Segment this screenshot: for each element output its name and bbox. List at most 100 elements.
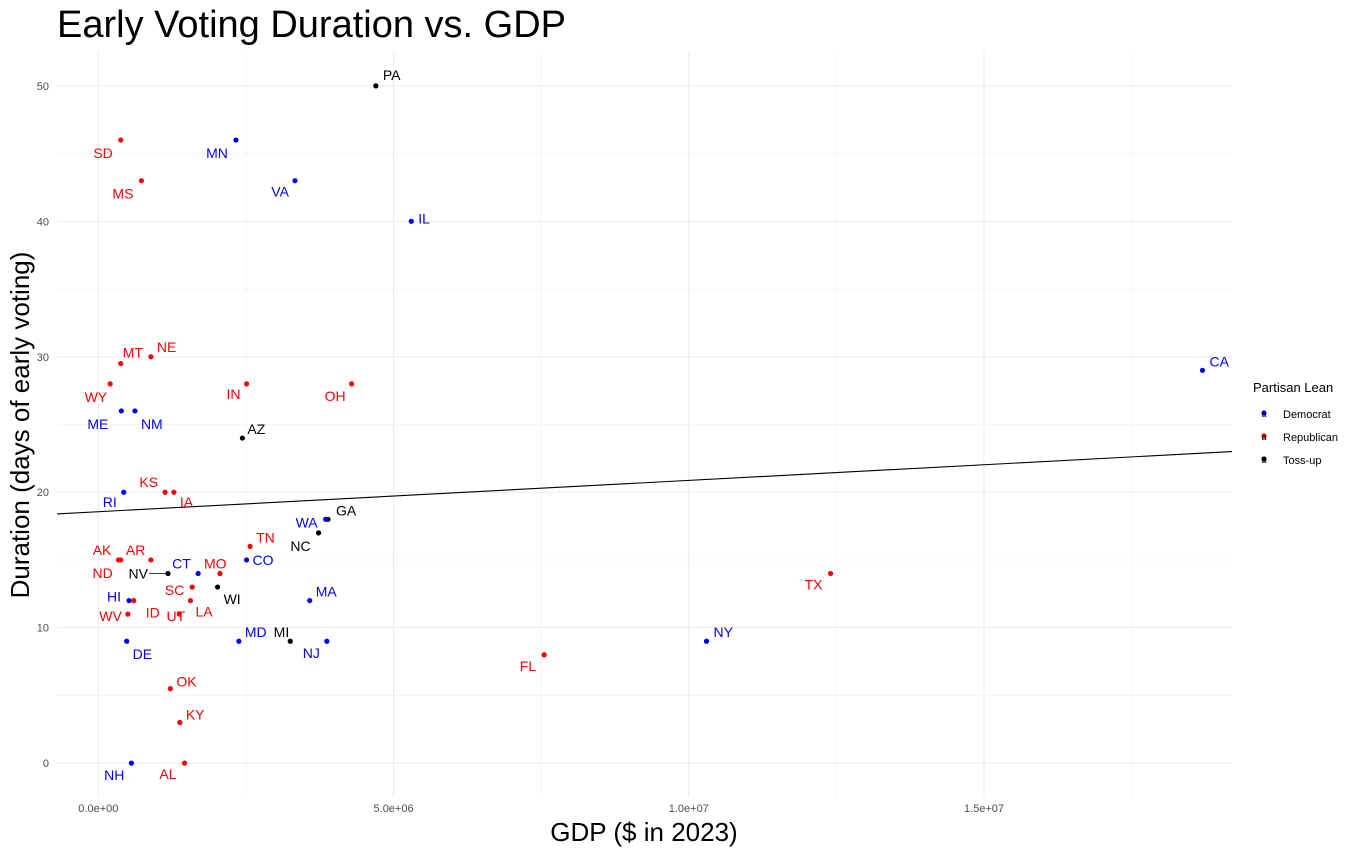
point-label-nc: NC (290, 538, 310, 554)
point-label-id: ID (146, 605, 160, 621)
point-mn (233, 137, 239, 143)
point-hi (126, 597, 132, 604)
point-mi (287, 638, 293, 644)
point-label-ri: RI (103, 494, 117, 510)
point-label-de: DE (133, 646, 152, 662)
point-label-al: AL (159, 766, 176, 782)
point-label-ak: AK (93, 542, 112, 558)
point-label-ga: GA (336, 502, 357, 518)
point-nj (324, 638, 330, 644)
y-tick-label: 10 (37, 623, 49, 635)
point-ma (307, 597, 313, 604)
x-tick-label: 5.0e+06 (374, 803, 414, 815)
point-id (131, 597, 137, 604)
legend-key-glyph: a (1261, 409, 1266, 419)
x-tick-label: 1.5e+07 (964, 803, 1004, 815)
point-label-fl: FL (520, 658, 537, 674)
point-ms (138, 178, 145, 184)
point-sd (118, 137, 124, 143)
point-label-az: AZ (247, 421, 265, 437)
point-al (181, 760, 188, 766)
point-oh (349, 381, 355, 387)
y-tick-label: 20 (37, 487, 49, 499)
point-label-oh: OH (325, 388, 346, 404)
point-il (408, 218, 414, 224)
point-label-nd: ND (93, 565, 113, 581)
point-fl (541, 652, 547, 658)
point-label-hi: HI (107, 589, 121, 605)
data-points (107, 83, 1206, 766)
point-label-ar: AR (126, 542, 145, 558)
point-ca (1199, 367, 1206, 373)
legend: Partisan Lean a Democrat a Republican a Toss-… (1253, 380, 1338, 467)
point-ne (148, 354, 154, 360)
point-pa (373, 83, 379, 89)
point-label-mt: MT (123, 345, 144, 361)
grid-lines (57, 52, 1232, 797)
point-labels: PA SD MN MS VA IL MT NE CA WY IN OH ME NM AZ KS IA RI GA WA… (85, 67, 1230, 783)
point-ri (121, 489, 127, 495)
point-nh (128, 760, 134, 766)
point-mo (217, 570, 223, 577)
point-ok (167, 686, 173, 692)
legend-label: Republican (1283, 432, 1338, 444)
point-va (292, 178, 298, 184)
point-in (243, 381, 250, 387)
point-label-ct: CT (172, 556, 191, 572)
point-label-sd: SD (93, 145, 112, 161)
point-mt (118, 360, 124, 367)
point-label-tn: TN (256, 529, 275, 545)
point-md (236, 638, 242, 644)
point-label-me: ME (87, 416, 108, 432)
point-nd (118, 557, 124, 563)
point-label-ia: IA (180, 494, 194, 510)
point-label-mi: MI (274, 624, 290, 640)
point-label-co: CO (253, 552, 274, 568)
legend-key (1261, 410, 1267, 416)
point-label-nj: NJ (303, 645, 320, 661)
point-label-nv: NV (129, 566, 149, 582)
legend-key (1261, 433, 1267, 439)
y-axis-ticks: 0 10 20 30 40 50 (37, 81, 49, 770)
point-label-il: IL (418, 210, 430, 226)
point-label-ne: NE (157, 339, 176, 355)
x-axis-title: GDP ($ in 2023) (550, 817, 737, 847)
point-me (118, 408, 124, 414)
point-label-md: MD (245, 624, 267, 640)
y-tick-label: 30 (37, 352, 49, 364)
point-label-mo: MO (204, 556, 227, 572)
point-label-wa: WA (296, 514, 319, 530)
trend-line (56, 451, 1233, 515)
point-ks (162, 489, 168, 495)
point-ut (176, 611, 182, 617)
y-axis-title: Duration (days of early voting) (5, 252, 35, 599)
legend-key-glyph: a (1261, 432, 1266, 442)
y-tick-label: 50 (37, 81, 49, 93)
point-label-wy: WY (85, 389, 108, 405)
point-tn (247, 543, 253, 550)
point-label-la: LA (195, 604, 213, 620)
point-wv (125, 611, 131, 617)
legend-entries: a Democrat a Republican a Toss-up (1261, 409, 1338, 467)
point-de (124, 638, 130, 644)
point-ky (177, 719, 183, 726)
legend-key-glyph: a (1261, 455, 1266, 465)
point-wa (323, 516, 329, 522)
point-label-ok: OK (176, 674, 197, 690)
point-label-wi: WI (224, 591, 241, 607)
point-nv (165, 570, 171, 577)
legend-key (1261, 456, 1267, 462)
legend-title: Partisan Lean (1253, 380, 1333, 395)
point-label-ny: NY (713, 624, 733, 640)
point-wy (107, 381, 113, 387)
point-label-tx: TX (805, 577, 824, 593)
point-co (243, 557, 250, 563)
point-label-ks: KS (139, 474, 158, 490)
y-tick-label: 0 (43, 758, 49, 770)
point-ar (148, 557, 154, 563)
point-label-ms: MS (112, 186, 133, 202)
point-la (187, 597, 194, 604)
point-sc (189, 584, 195, 590)
x-tick-label: 1.0e+07 (669, 803, 709, 815)
